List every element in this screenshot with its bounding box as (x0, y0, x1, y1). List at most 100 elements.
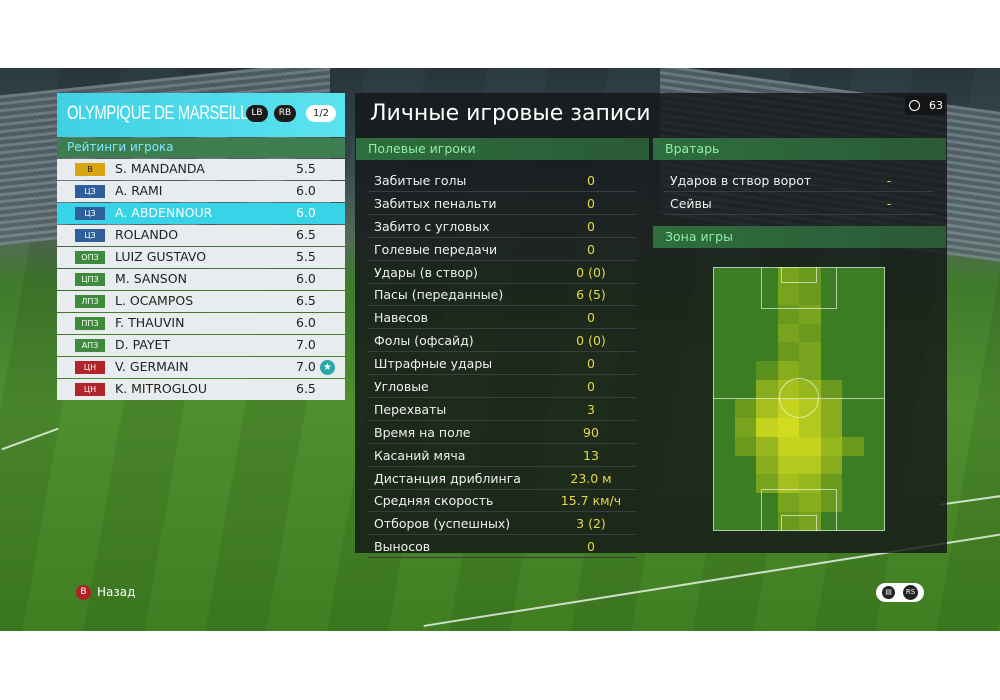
stat-label: Время на поле (374, 424, 471, 440)
player-rating: 7.0 (296, 337, 316, 352)
stat-label: Фолы (офсайд) (374, 333, 474, 349)
stat-label: Забитые голы (374, 173, 467, 188)
match-timer: 63 (905, 96, 945, 115)
position-badge: АПЗ (75, 339, 105, 352)
lb-button[interactable]: LB (246, 105, 268, 122)
player-row[interactable]: ЦЗ A. RAMI 6.0 (57, 181, 345, 202)
field-players-header: Полевые игроки (356, 138, 649, 160)
heatmap-cell (799, 436, 821, 456)
heatmap-cell (777, 455, 799, 475)
rs-button-icon: RS (903, 585, 918, 600)
player-row[interactable]: ЦЗ A. ABDENNOUR 6.0 (57, 203, 345, 224)
player-row[interactable]: АПЗ D. PAYET 7.0 (57, 335, 345, 356)
stat-value: 0 (587, 356, 595, 372)
stat-label: Забитых пенальти (374, 195, 497, 211)
stat-value: 6 (5) (576, 287, 606, 303)
stat-value: 90 (583, 424, 599, 440)
player-name: S. MANDANDA (115, 161, 205, 176)
heatmap-cell (734, 399, 756, 418)
stat-row: Касаний мяча 13 (368, 445, 636, 467)
player-rating: 6.5 (296, 293, 316, 308)
stat-label: Пасы (переданные) (374, 287, 504, 303)
heatmap-cell (820, 455, 842, 475)
stat-row: Отборов (успешных) 3 (2) (368, 513, 636, 536)
heatmap-cell (820, 436, 842, 456)
player-row[interactable]: ЛПЗ L. OCAMPOS 6.5 (57, 291, 345, 312)
stat-label: Штрафные удары (374, 356, 493, 372)
ratings-header: Рейтинги игрока (57, 138, 345, 158)
player-name: LUIZ GUSTAVO (115, 249, 207, 264)
heatmap-cell (820, 380, 842, 399)
player-rating: 6.5 (296, 227, 316, 242)
stat-row: Перехваты 3 (368, 399, 636, 421)
heatmap-cell (777, 493, 799, 513)
stat-value: 3 (587, 401, 595, 417)
player-rating: 7.0 (296, 359, 316, 374)
heatmap-cell (777, 285, 799, 305)
player-row[interactable]: ППЗ F. THAUVIN 6.0 (57, 313, 345, 334)
stat-value: 0 (0) (576, 333, 606, 349)
player-row[interactable]: ОПЗ LUIZ GUSTAVO 5.5 (57, 247, 345, 268)
field-stats-list: Забитые голы 0 Забитых пенальти 0 Забито с у… (368, 170, 636, 559)
heatmap-cell (842, 436, 864, 456)
player-name: M. SANSON (115, 271, 187, 286)
player-name: F. THAUVIN (115, 315, 185, 330)
chat-icon: ▤ (882, 586, 895, 599)
rb-button[interactable]: RB (274, 105, 296, 122)
position-badge: ЦПЗ (75, 273, 105, 286)
stat-label: Средняя скорость (374, 493, 494, 509)
stat-row: Дистанция дриблинга 23.0 м (368, 468, 636, 490)
stat-value: 0 (587, 310, 595, 326)
heatmap-cell (799, 267, 821, 286)
player-name: K. MITROGLOU (115, 381, 207, 396)
heatmap-cell (777, 361, 799, 381)
stat-row: Ударов в створ ворот - (664, 170, 934, 192)
back-button[interactable]: B Назад (76, 585, 135, 600)
stat-row: Штрафные удары 0 (368, 353, 636, 376)
heatmap-cell (799, 417, 821, 437)
player-rating: 6.0 (296, 271, 316, 286)
heatmap-cell (756, 399, 778, 418)
heatmap-cell (799, 285, 821, 305)
heatmap-cell (756, 380, 778, 399)
player-rating: 6.0 (296, 183, 316, 198)
clock-icon (909, 100, 920, 111)
player-row[interactable]: ЦЗ ROLANDO 6.5 (57, 225, 345, 246)
zone-header: Зона игры (653, 226, 946, 248)
player-rating: 5.5 (296, 249, 316, 264)
heatmap-cell (777, 323, 799, 343)
heatmap-cell (799, 474, 821, 494)
heatmap-cell (756, 455, 778, 475)
player-row[interactable]: ЦН V. GERMAIN 7.0 ★ (57, 357, 345, 378)
stat-label: Голевые передачи (374, 241, 498, 257)
position-badge: ЛПЗ (75, 295, 105, 308)
page-title: Личные игровые записи (370, 101, 651, 126)
position-badge: ЦЗ (75, 185, 105, 198)
heatmap-cell (820, 399, 842, 418)
player-row[interactable]: ЦН K. MITROGLOU 6.5 (57, 379, 345, 400)
position-badge: ППЗ (75, 317, 105, 330)
back-label: Назад (97, 585, 136, 599)
stat-label: Навесов (374, 310, 429, 326)
player-rating: 5.5 (296, 161, 316, 176)
player-rating: 6.5 (296, 381, 316, 396)
position-badge: ЦН (75, 361, 105, 374)
player-row[interactable]: ЦПЗ M. SANSON 6.0 (57, 269, 345, 290)
team-header: OLYMPIQUE DE MARSEILLE LB RB 1/2 (57, 93, 345, 137)
stat-row: Голевые передачи 0 (368, 239, 636, 261)
stat-value: 0 (587, 539, 595, 555)
stat-value: - (886, 173, 892, 188)
heatmap-cell (799, 361, 821, 381)
heatmap-cell (799, 493, 821, 513)
stat-value: 3 (2) (576, 516, 606, 532)
heatmap-cell (777, 267, 799, 286)
timer-value: 63 (929, 99, 943, 112)
stat-label: Дистанция дриблинга (374, 470, 521, 486)
stat-value: 0 (587, 195, 595, 211)
player-row[interactable]: В S. MANDANDA 5.5 (57, 159, 345, 180)
heatmap-cell (777, 512, 799, 531)
stat-row: Время на поле 90 (368, 422, 636, 444)
stat-value: - (886, 195, 892, 211)
rs-controls[interactable]: ▤ RS (876, 583, 924, 602)
stat-row: Забитые голы 0 (368, 170, 636, 192)
